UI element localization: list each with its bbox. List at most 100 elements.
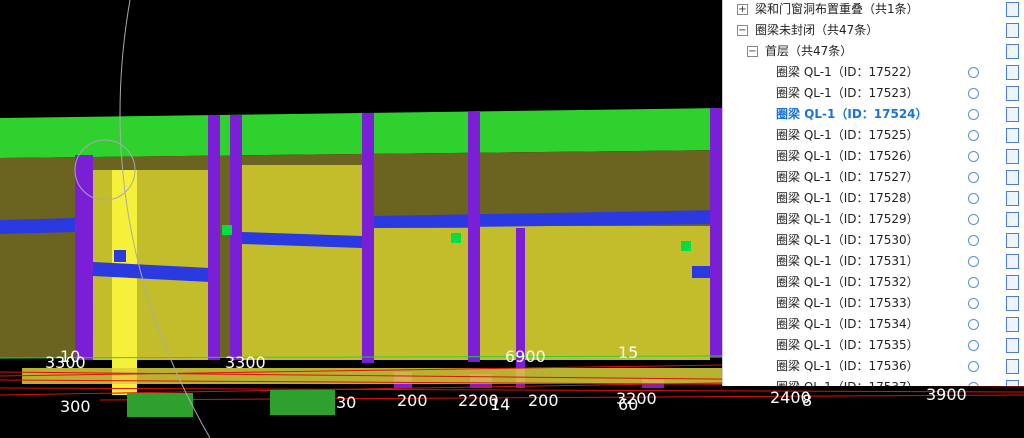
locate-icon[interactable] <box>968 361 979 372</box>
tree-row[interactable]: 圈梁 QL-1（ID：17534） <box>723 314 1024 335</box>
expander[interactable]: + <box>737 4 748 15</box>
detail-icon[interactable] <box>1006 296 1019 311</box>
locate-icon[interactable] <box>968 382 979 386</box>
dimension-label: 60 <box>618 395 638 414</box>
cursor-ring <box>74 139 136 201</box>
detail-icon[interactable] <box>1006 191 1019 206</box>
detail-icon[interactable] <box>1006 86 1019 101</box>
dimension-label: 10 <box>60 347 80 366</box>
detail-icon[interactable] <box>1006 275 1019 290</box>
row-label: 圈梁 QL-1（ID：17537） <box>776 377 919 386</box>
tree-row[interactable]: 圈梁 QL-1（ID：17537） <box>723 377 1024 386</box>
tree-row[interactable]: 圈梁 QL-1（ID：17530） <box>723 230 1024 251</box>
tree-row[interactable]: 圈梁 QL-1（ID：17532） <box>723 272 1024 293</box>
tree-row[interactable]: − 圈梁未封闭（共47条） <box>723 20 1024 41</box>
locate-icon[interactable] <box>968 319 979 330</box>
panel <box>374 228 468 360</box>
beam-top <box>0 108 722 158</box>
tree-row[interactable]: + 梁和门窗洞布置重叠（共1条） <box>723 0 1024 20</box>
detail-icon[interactable] <box>1006 317 1019 332</box>
detail-icon[interactable] <box>1006 170 1019 185</box>
marker <box>681 241 691 251</box>
row-label: 圈梁 QL-1（ID：17533） <box>776 296 919 310</box>
row-label: 圈梁 QL-1（ID：17535） <box>776 338 919 352</box>
row-label: 圈梁未封闭（共47条） <box>755 23 879 37</box>
locate-icon[interactable] <box>968 298 979 309</box>
arc <box>119 0 211 438</box>
locate-icon[interactable] <box>968 67 979 78</box>
tree-row[interactable]: 圈梁 QL-1（ID：17525） <box>723 125 1024 146</box>
locate-icon[interactable] <box>968 340 979 351</box>
detail-icon[interactable] <box>1006 380 1019 386</box>
row-label: 圈梁 QL-1（ID：17536） <box>776 359 919 373</box>
locate-icon[interactable] <box>968 88 979 99</box>
tree-row[interactable]: 圈梁 QL-1（ID：17524） <box>723 104 1024 125</box>
beam <box>242 232 362 248</box>
locate-icon[interactable] <box>968 277 979 288</box>
locate-icon[interactable] <box>968 130 979 141</box>
detail-icon[interactable] <box>1006 338 1019 353</box>
locate-icon[interactable] <box>968 109 979 120</box>
expander[interactable]: − <box>737 25 748 36</box>
detail-icon[interactable] <box>1006 107 1019 122</box>
beam <box>114 250 126 262</box>
dimension-label: 15 <box>618 343 638 362</box>
locate-icon[interactable] <box>968 235 979 246</box>
tree-row[interactable]: 圈梁 QL-1（ID：17536） <box>723 356 1024 377</box>
dimension-label: 200 <box>397 391 428 410</box>
row-label: 圈梁 QL-1（ID：17530） <box>776 233 919 247</box>
tree-row[interactable]: 圈梁 QL-1（ID：17523） <box>723 83 1024 104</box>
tree-row[interactable]: 圈梁 QL-1（ID：17531） <box>723 251 1024 272</box>
row-label: 圈梁 QL-1（ID：17522） <box>776 65 919 79</box>
dimension-label: 6900 <box>505 347 546 366</box>
row-label: 梁和门窗洞布置重叠（共1条） <box>755 2 919 16</box>
dimension-label: 8 <box>802 391 812 410</box>
dimension-label: 30 <box>336 393 356 412</box>
beam <box>0 218 75 234</box>
detail-icon[interactable] <box>1006 149 1019 164</box>
expander[interactable]: − <box>747 46 758 57</box>
marker <box>222 225 232 235</box>
detail-icon[interactable] <box>1006 212 1019 227</box>
detail-icon[interactable] <box>1006 23 1019 38</box>
tree-row[interactable]: 圈梁 QL-1（ID：17528） <box>723 188 1024 209</box>
locate-icon[interactable] <box>968 256 979 267</box>
dimension-label: 200 <box>528 391 559 410</box>
column <box>112 170 137 395</box>
tree-row[interactable]: 圈梁 QL-1（ID：17526） <box>723 146 1024 167</box>
tree-row[interactable]: 圈梁 QL-1（ID：17529） <box>723 209 1024 230</box>
beam <box>93 262 210 282</box>
row-label: 首层（共47条） <box>765 44 853 58</box>
detail-icon[interactable] <box>1006 233 1019 248</box>
locate-icon[interactable] <box>968 151 979 162</box>
marker <box>451 233 461 243</box>
row-label: 圈梁 QL-1（ID：17532） <box>776 275 919 289</box>
tree-row[interactable]: 圈梁 QL-1（ID：17522） <box>723 62 1024 83</box>
row-label: 圈梁 QL-1（ID：17531） <box>776 254 919 268</box>
tree-row[interactable]: 圈梁 QL-1（ID：17535） <box>723 335 1024 356</box>
locate-icon[interactable] <box>968 172 979 183</box>
tree-row[interactable]: − 首层（共47条） <box>723 41 1024 62</box>
dimension-label: 2200 <box>458 391 499 410</box>
detail-icon[interactable] <box>1006 44 1019 59</box>
dimension-label: 2400 <box>770 388 811 407</box>
detail-icon[interactable] <box>1006 65 1019 80</box>
row-label: 圈梁 QL-1（ID：17534） <box>776 317 919 331</box>
tree-row[interactable]: 圈梁 QL-1（ID：17533） <box>723 293 1024 314</box>
row-label: 圈梁 QL-1（ID：17526） <box>776 149 919 163</box>
beam <box>374 210 722 228</box>
row-label: 圈梁 QL-1（ID：17527） <box>776 170 919 184</box>
detail-icon[interactable] <box>1006 128 1019 143</box>
row-label: 圈梁 QL-1（ID：17528） <box>776 191 919 205</box>
locate-icon[interactable] <box>968 193 979 204</box>
tree-row[interactable]: 圈梁 QL-1（ID：17527） <box>723 167 1024 188</box>
detail-icon[interactable] <box>1006 254 1019 269</box>
detail-icon[interactable] <box>1006 359 1019 374</box>
row-label: 圈梁 QL-1（ID：17525） <box>776 128 919 142</box>
locate-icon[interactable] <box>968 214 979 225</box>
panel <box>242 165 362 360</box>
dimension-label: 300 <box>60 397 91 416</box>
detail-icon[interactable] <box>1006 2 1019 17</box>
